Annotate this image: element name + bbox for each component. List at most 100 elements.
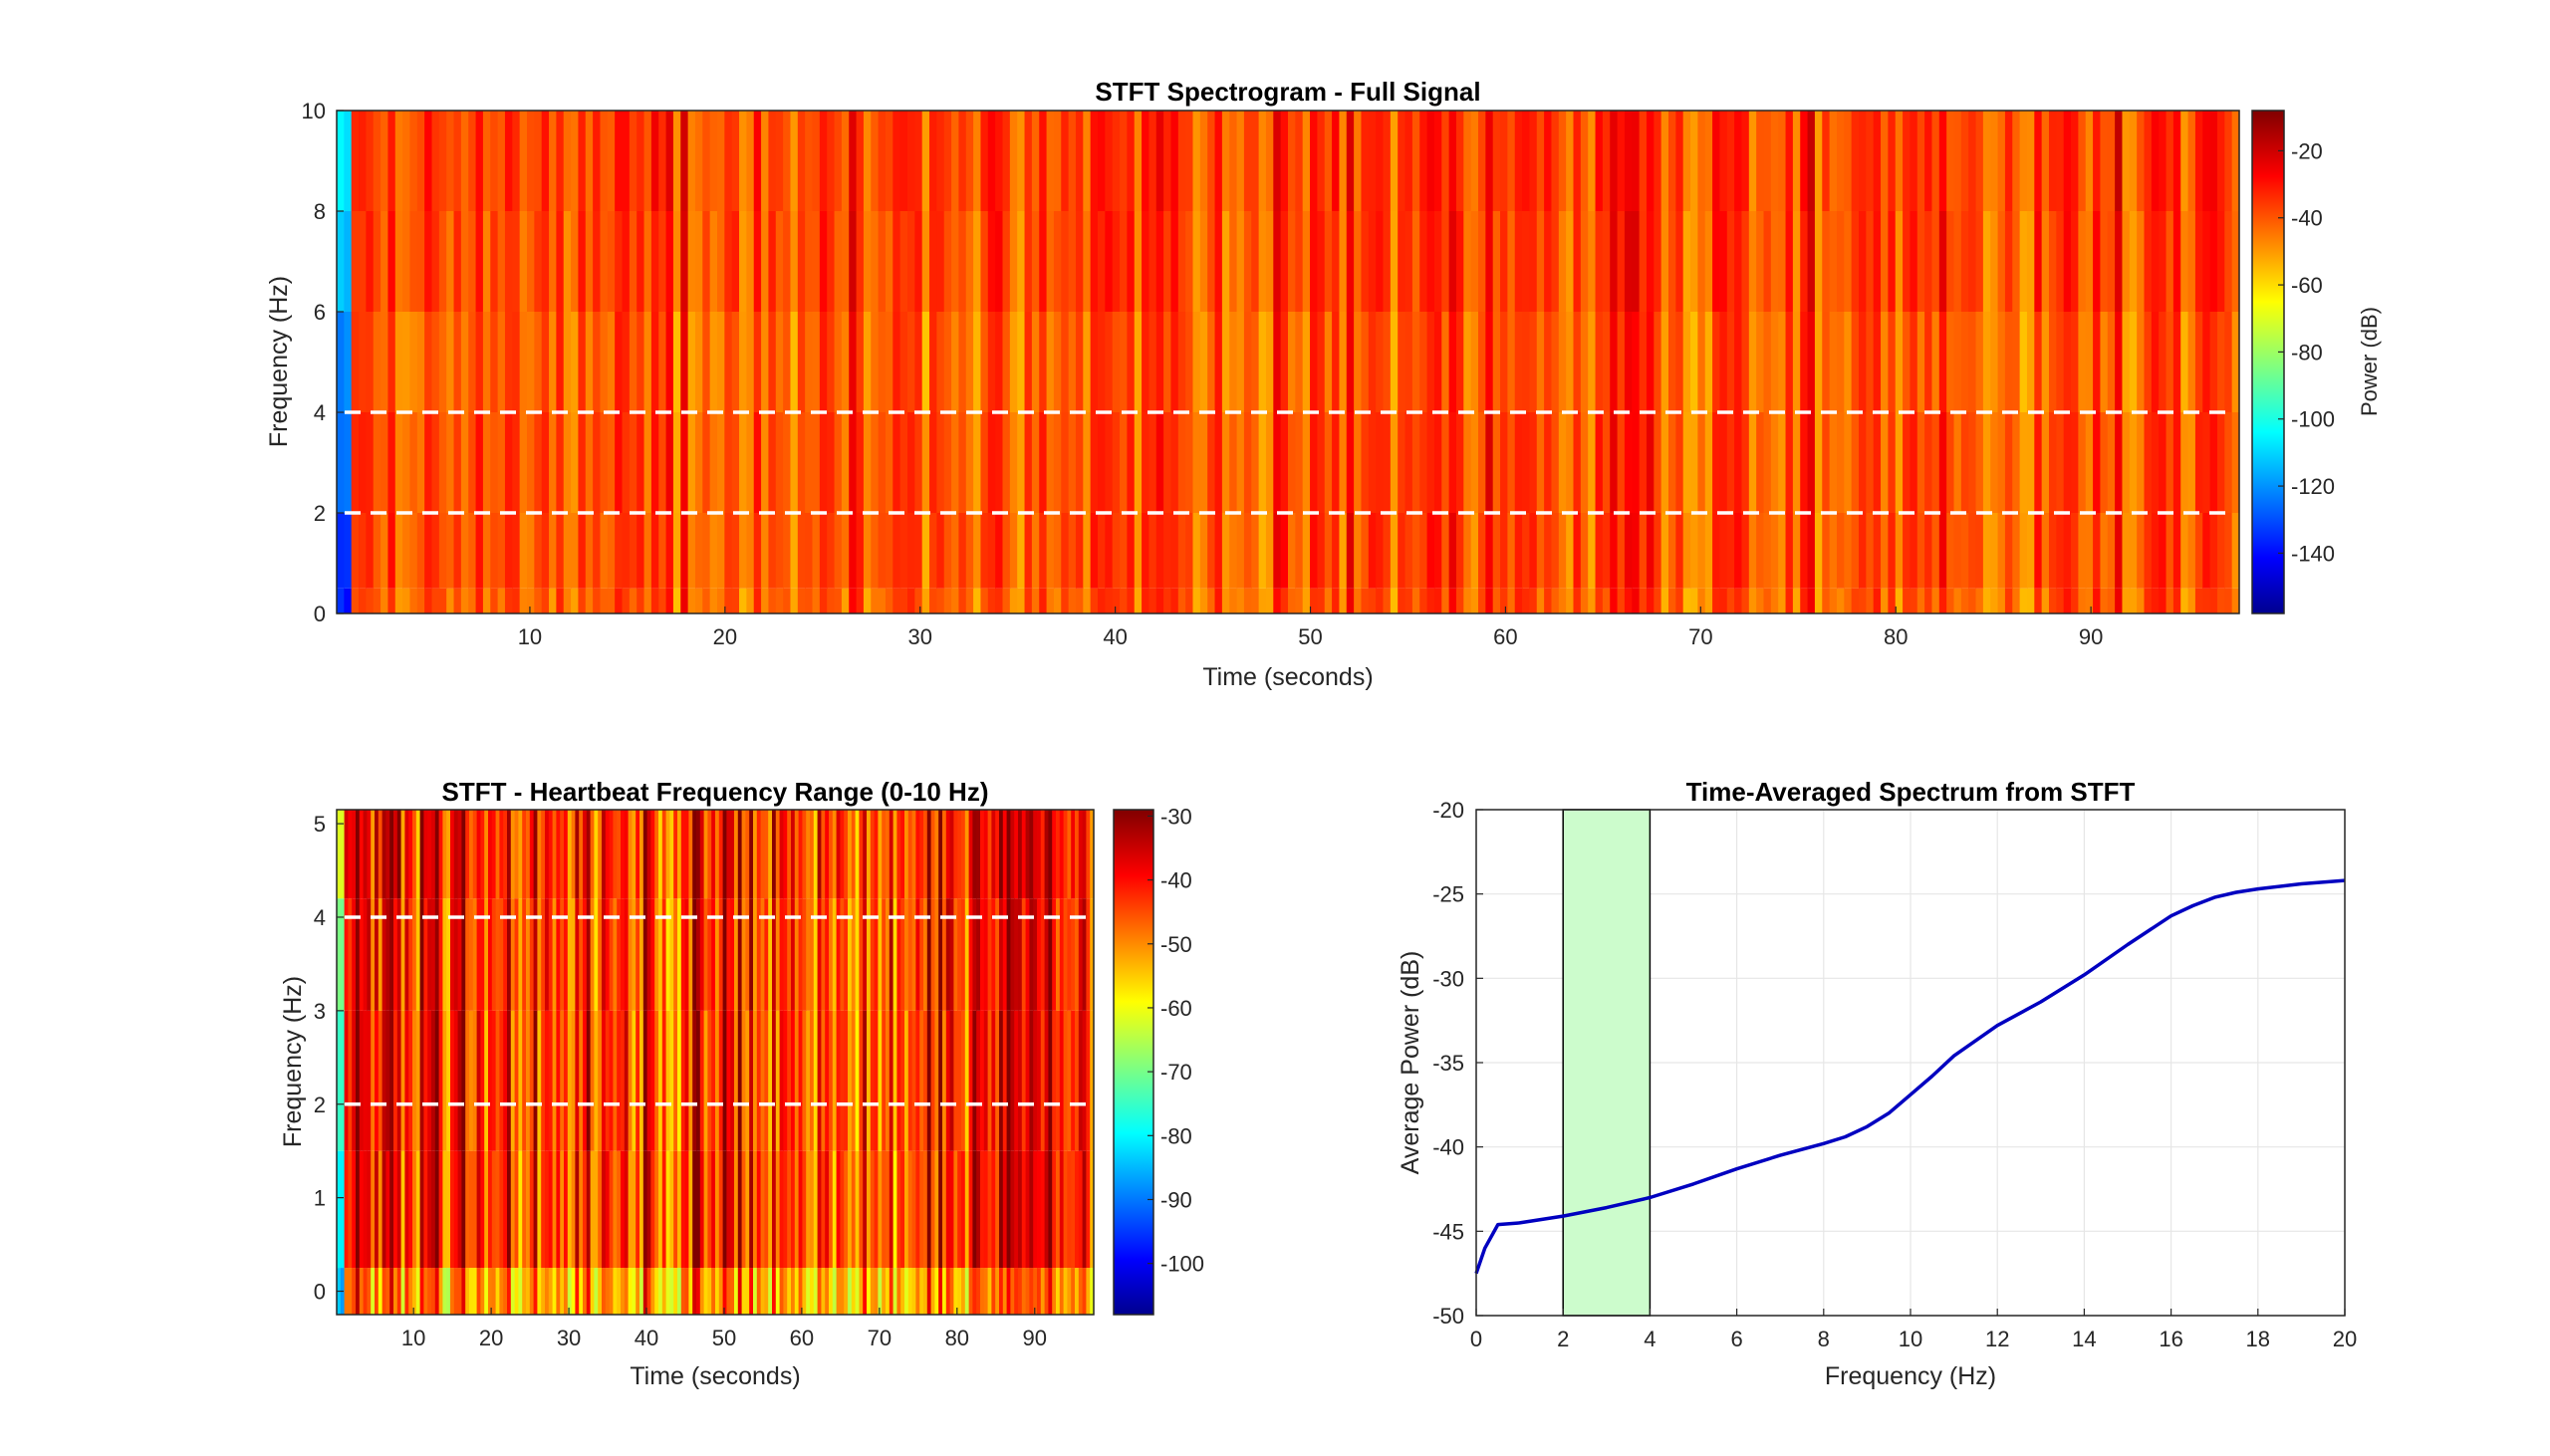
heatmap-cell <box>1332 588 1341 613</box>
heatmap-cell <box>1039 312 1048 412</box>
heatmap-cell <box>1478 588 1486 613</box>
heatmap-cell <box>1127 211 1136 312</box>
heatmap-cell <box>722 1150 727 1269</box>
heatmap-cell <box>1068 211 1077 312</box>
heatmap-cell <box>503 898 508 1011</box>
heatmap-cell <box>923 1150 928 1269</box>
heatmap-cell <box>402 211 411 312</box>
heatmap-cell <box>1419 513 1428 589</box>
heatmap-cell <box>1654 312 1662 412</box>
heatmap-cell <box>495 1268 500 1315</box>
heatmap-cell <box>337 1010 342 1151</box>
heatmap-cell <box>753 111 762 211</box>
heatmap-cell <box>892 312 901 412</box>
heatmap-cell <box>878 111 887 211</box>
heatmap-cell <box>722 1268 727 1315</box>
heatmap-cell <box>567 1010 573 1151</box>
heatmap-cell <box>1529 211 1538 312</box>
heatmap-cell <box>461 1268 466 1315</box>
heatmap-cell <box>761 513 770 589</box>
heatmap-cell <box>934 810 939 899</box>
heatmap-cell <box>859 1010 864 1151</box>
heatmap-cell <box>1514 412 1523 513</box>
heatmap-cell <box>1814 111 1823 211</box>
heatmap-cell <box>629 111 638 211</box>
heatmap-cell <box>726 898 731 1011</box>
heatmap-cell <box>424 412 433 513</box>
heatmap-cell <box>915 898 920 1011</box>
heatmap-cell <box>775 898 781 1011</box>
heatmap-cell <box>442 1150 447 1269</box>
heatmap-cell <box>621 1268 626 1315</box>
heatmap-cell <box>490 211 499 312</box>
heatmap-cell <box>537 898 542 1011</box>
heatmap-cell <box>533 1010 538 1151</box>
heatmap-cell <box>2012 513 2021 589</box>
heatmap-cell <box>734 1150 739 1269</box>
heatmap-cell <box>1741 211 1750 312</box>
heatmap-cell <box>1748 513 1757 589</box>
heatmap-cell <box>677 898 682 1011</box>
heatmap-cell <box>431 513 440 589</box>
heatmap-cell <box>571 312 580 412</box>
heatmap-cell <box>2209 513 2218 589</box>
heatmap-cell <box>1960 211 1969 312</box>
heatmap-cell <box>1888 513 1897 589</box>
heatmap-cell <box>1258 412 1267 513</box>
heatmap-cell <box>768 412 777 513</box>
heatmap-cell <box>1602 588 1611 613</box>
heatmap-cell <box>885 513 893 589</box>
heatmap-cell <box>2093 111 2102 211</box>
heatmap-cell <box>2172 211 2181 312</box>
heatmap-cell <box>1265 312 1274 412</box>
heatmap-cell <box>669 898 674 1011</box>
heatmap-cell <box>753 211 762 312</box>
heatmap-cell <box>1910 111 1918 211</box>
heatmap-cell <box>578 513 587 589</box>
heatmap-cell <box>964 1010 970 1151</box>
heatmap-cell <box>1632 588 1641 613</box>
heatmap-cell <box>1155 111 1164 211</box>
heatmap-cell <box>874 898 879 1011</box>
heatmap-cell <box>1470 412 1479 513</box>
heatmap-cell <box>987 1010 992 1151</box>
heatmap-cell <box>702 513 711 589</box>
heatmap-cell <box>926 898 932 1011</box>
heatmap-cell <box>373 588 382 613</box>
colorbar-tick-label: -40 <box>1160 868 1192 893</box>
heatmap-cell <box>1785 412 1794 513</box>
x-tick-label: 90 <box>1023 1326 1047 1350</box>
heatmap-cell <box>1960 312 1969 412</box>
heatmap-cell <box>1243 312 1252 412</box>
heatmap-cell <box>1968 412 1977 513</box>
heatmap-cell <box>817 1268 822 1315</box>
heatmap-cell <box>567 1150 573 1269</box>
heatmap-cell <box>1507 588 1516 613</box>
heatmap-cell <box>1086 810 1091 899</box>
heatmap-cell <box>794 810 800 899</box>
heatmap-cell <box>775 412 784 513</box>
heatmap-cell <box>1602 412 1611 513</box>
heatmap-cell <box>583 810 588 899</box>
heatmap-cell <box>1037 1268 1042 1315</box>
heatmap-cell <box>1368 412 1377 513</box>
heatmap-cell <box>949 1010 954 1151</box>
heatmap-cell <box>1354 312 1363 412</box>
heatmap-cell <box>1063 1150 1068 1269</box>
heatmap-cell <box>2012 211 2021 312</box>
heatmap-cell <box>371 1268 376 1315</box>
heatmap-cell <box>415 898 421 1011</box>
heatmap-cell <box>1014 810 1019 899</box>
heatmap-cell <box>541 898 546 1011</box>
heatmap-cell <box>472 898 478 1011</box>
heatmap-cell <box>1090 513 1099 589</box>
heatmap-cell <box>571 588 580 613</box>
heatmap-cell <box>1112 588 1121 613</box>
heatmap-cell <box>718 898 724 1011</box>
heatmap-cell <box>1354 513 1363 589</box>
heatmap-cell <box>1792 513 1801 589</box>
heatmap-cell <box>1177 111 1186 211</box>
heatmap-cell <box>1873 211 1882 312</box>
heatmap-cell <box>545 898 550 1011</box>
